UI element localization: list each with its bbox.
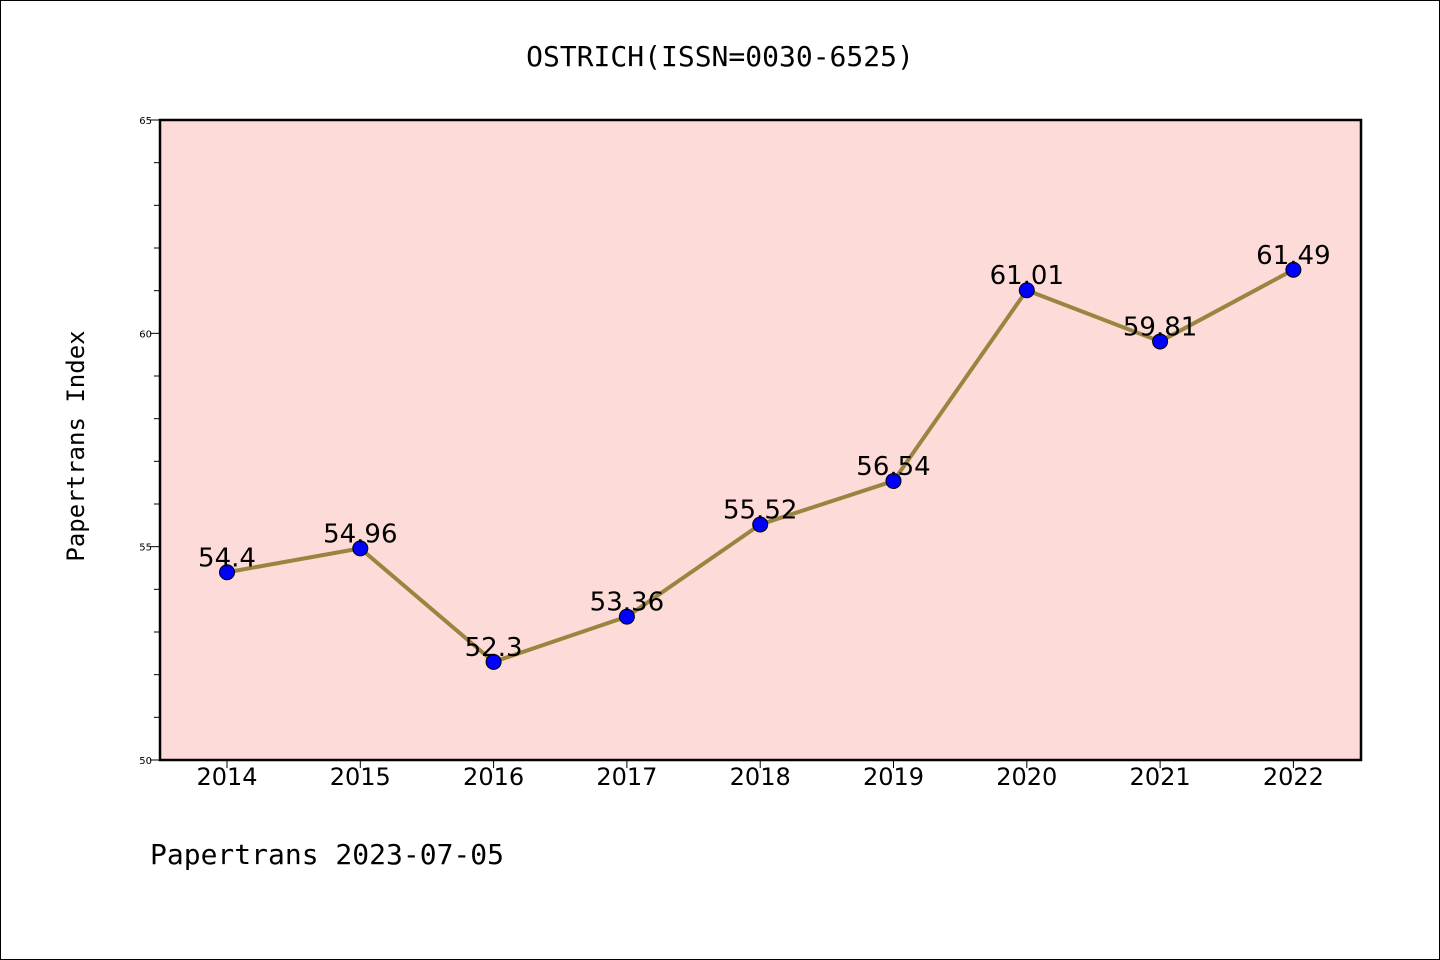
- y-axis-label: Papertrans Index: [62, 330, 90, 561]
- x-tick-label: 2021: [1130, 763, 1191, 791]
- x-tick-label: 2020: [996, 763, 1057, 791]
- x-tick-label: 2018: [730, 763, 791, 791]
- chart-title: OSTRICH(ISSN=0030-6525): [526, 40, 914, 73]
- x-tick-label: 2015: [330, 763, 391, 791]
- x-tick-label: 2014: [196, 763, 257, 791]
- data-label: 55.52: [723, 495, 797, 525]
- y-tick-label: 60: [139, 329, 152, 340]
- series-group: 54.4 54.96 52.3 53.36 55.52 56.54 61.01 59.81 61…: [198, 241, 1331, 670]
- y-tick-label: 55: [139, 543, 152, 554]
- data-label: 53.36: [590, 588, 664, 618]
- data-point: [885, 472, 902, 489]
- plot-area: [158, 118, 1363, 762]
- data-point: [1152, 333, 1169, 350]
- data-label: 59.81: [1123, 312, 1197, 342]
- data-label: 61.49: [1256, 241, 1330, 271]
- y-tick-label: 65: [139, 116, 152, 127]
- data-point: [752, 516, 769, 533]
- data-point: [485, 653, 502, 670]
- data-point: [219, 564, 235, 581]
- x-tick-label: 2017: [596, 763, 657, 791]
- x-tick-label: 2016: [463, 763, 524, 791]
- x-axis: 2014 2015 2016 2017 2018 2019 2020 2021 2022: [196, 760, 1324, 791]
- data-label: 52.3: [465, 633, 523, 663]
- x-tick-label: 2019: [863, 763, 924, 791]
- data-label: 56.54: [856, 452, 930, 482]
- y-axis: 50 55 60 65: [139, 116, 160, 767]
- data-point: [618, 608, 635, 625]
- data-point: [1285, 261, 1302, 278]
- footer-credit: Papertrans 2023-07-05: [150, 838, 504, 871]
- data-point: [352, 540, 369, 557]
- x-tick-label: 2022: [1263, 763, 1324, 791]
- data-label: 54.4: [198, 543, 256, 573]
- data-point: [1018, 282, 1035, 299]
- data-label: 61.01: [990, 261, 1064, 291]
- y-tick-label: 50: [139, 756, 152, 767]
- data-label: 54.96: [323, 519, 397, 549]
